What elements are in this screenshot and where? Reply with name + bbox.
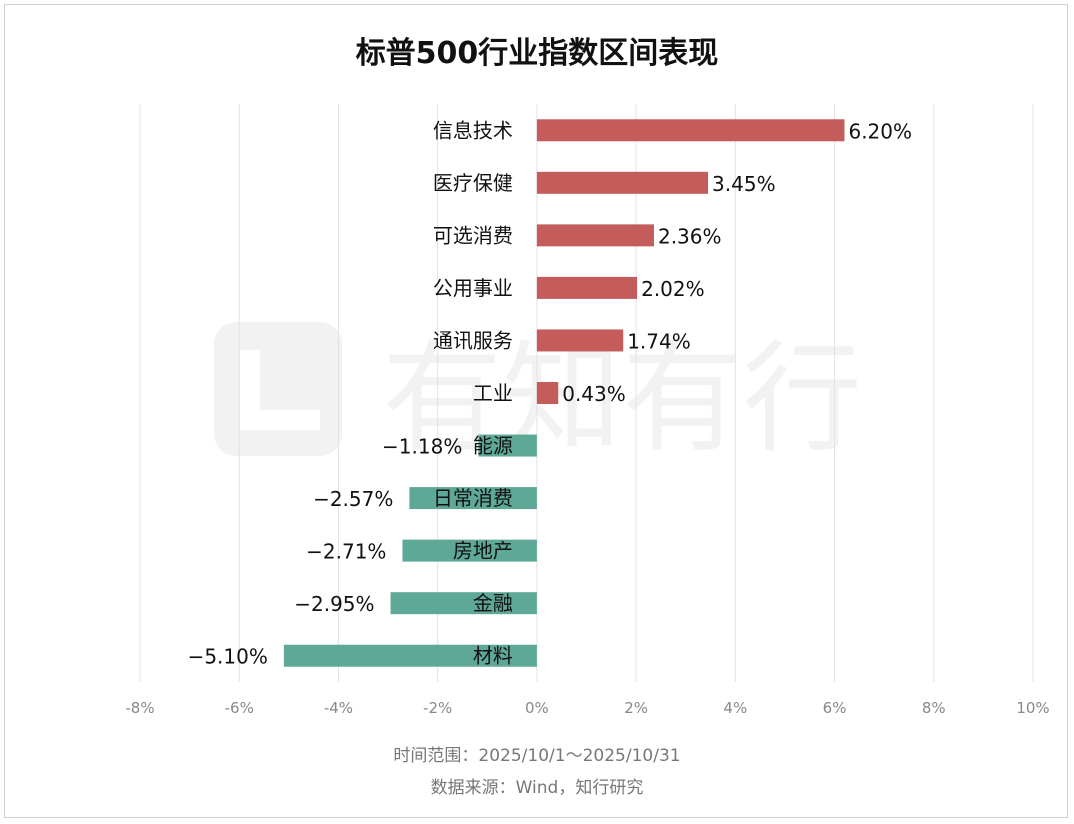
- footer-source: 数据来源：Wind，知行研究: [430, 778, 644, 798]
- watermark: 有知有行: [214, 322, 862, 469]
- x-tick-label: 4%: [723, 699, 747, 717]
- chart-title: 标普500行业指数区间表现: [355, 36, 719, 71]
- x-tick-label: -8%: [125, 699, 154, 717]
- category-label: 材料: [473, 644, 513, 668]
- bar: [536, 171, 709, 194]
- category-label: 金融: [473, 591, 513, 615]
- bar: [536, 119, 845, 142]
- watermark-text: 有知有行: [382, 330, 862, 469]
- category-label: 公用事业: [433, 276, 513, 300]
- logo-mark-icon: [214, 322, 342, 456]
- category-label: 可选消费: [433, 223, 513, 247]
- chart-frame: [4, 4, 1068, 818]
- bar: [283, 644, 537, 667]
- value-label: −5.10%: [188, 645, 268, 669]
- x-tick-label: 2%: [624, 699, 648, 717]
- category-label: 日常消费: [433, 486, 513, 510]
- x-tick-label: 0%: [525, 699, 549, 717]
- value-label: 2.36%: [658, 224, 722, 248]
- bar: [390, 592, 537, 615]
- value-label: 3.45%: [712, 172, 776, 196]
- category-label: 信息技术: [433, 118, 513, 142]
- value-label: 6.20%: [848, 119, 912, 143]
- x-tick-label: -6%: [225, 699, 254, 717]
- x-tick-label: 10%: [1016, 699, 1049, 717]
- bar: [536, 276, 638, 299]
- bar: [536, 329, 624, 352]
- category-label: 能源: [473, 434, 513, 458]
- value-label: −2.57%: [313, 487, 393, 511]
- category-label: 房地产: [453, 539, 513, 563]
- value-label: 0.43%: [562, 382, 626, 406]
- x-tick-label: -4%: [324, 699, 353, 717]
- bar: [402, 539, 537, 562]
- x-tick-label: -2%: [423, 699, 452, 717]
- category-label: 工业: [473, 381, 513, 405]
- x-tick-label: 8%: [922, 699, 946, 717]
- value-label: −1.18%: [382, 435, 462, 459]
- value-label: 1.74%: [627, 329, 691, 353]
- value-label: 2.02%: [641, 277, 705, 301]
- category-label: 医疗保健: [433, 171, 513, 195]
- value-label: −2.71%: [306, 540, 386, 564]
- bar: [409, 487, 537, 510]
- bar: [536, 382, 559, 404]
- footer-time-range: 时间范围：2025/10/1～2025/10/31: [393, 746, 681, 766]
- value-label: −2.95%: [294, 592, 374, 616]
- x-tick-label: 6%: [823, 699, 847, 717]
- bar: [478, 434, 537, 457]
- bar: [536, 224, 654, 247]
- category-label: 通讯服务: [433, 328, 513, 352]
